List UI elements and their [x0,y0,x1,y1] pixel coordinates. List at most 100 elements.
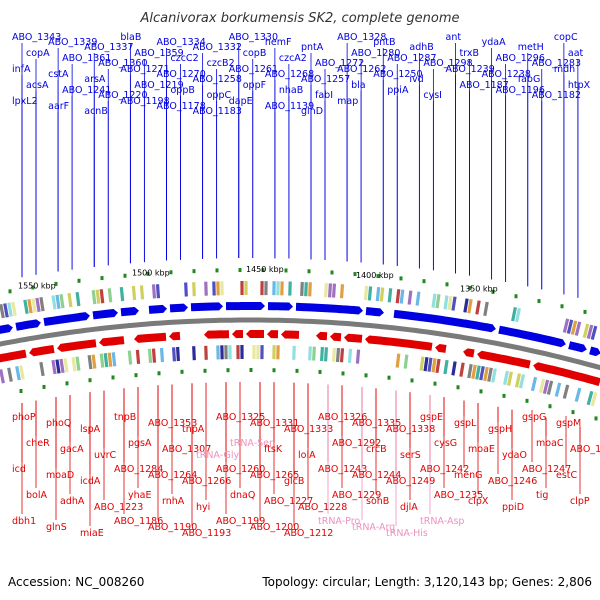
position-tick [445,282,449,287]
reverse-gene-mark [99,337,111,347]
gene-label: czcA2 [279,53,307,64]
position-tick [307,269,311,274]
forward-gene-mark [575,342,587,353]
gene-label: ABO_1258 [193,74,242,85]
cog-block-reverse [451,361,457,376]
cog-block-reverse [59,358,65,374]
gene-label: ydaA [482,37,506,48]
position-tick [77,278,81,283]
position-tick [54,281,58,286]
cog-block-reverse [443,359,449,375]
gene-label: ABO_1200 [250,522,299,533]
forward-gene-mark [155,304,167,314]
position-tick [100,276,104,281]
cog-block-forward [395,289,401,304]
reverse-gene-mark [400,339,412,348]
gene-label: ABO_1220 [98,90,147,101]
gene-label: czcB2 [207,58,235,69]
cog-block-forward [99,289,105,304]
gene-label: ABO_1283 [532,58,581,69]
cog-block-reverse [538,378,546,393]
gene-label: copB [243,48,267,59]
kbp-marker: 1350 kbp [460,285,498,294]
gene-label: gspG [522,412,546,423]
gene-label: estC [556,470,578,481]
cog-block-reverse [171,347,177,362]
position-tick [548,404,552,409]
position-tick [318,369,322,374]
cog-block-forward [443,295,449,310]
cog-block-reverse [236,345,240,360]
gene-label: ABO_1262 [337,64,386,75]
position-tick [364,373,368,378]
gene-label: ABO_1330 [229,32,278,43]
forward-gene-mark [127,307,139,316]
gene-label: ABO_1249 [386,476,435,487]
gene-label: clpX [468,496,489,507]
cog-block-reverse [260,345,264,360]
gene-label: lolA [298,450,316,461]
gene-label: adhB [409,42,433,53]
cog-block-reverse [339,348,345,363]
gene-label: aat [568,48,584,59]
cog-block-reverse [427,357,433,372]
cog-block-forward [59,294,65,309]
cog-block-reverse [590,392,598,407]
position-tick [249,368,253,373]
cog-block-reverse [323,347,329,362]
cog-block-forward [151,284,157,299]
forward-gene-mark [1,324,13,334]
reverse-gene-mark [113,336,125,345]
position-tick [594,416,598,421]
cog-block-forward [288,281,292,296]
gene-label: dbh1 [12,516,36,527]
gene-label: ABO_1247 [522,464,571,475]
position-tick [583,309,587,314]
cog-block-forward [339,284,345,299]
gene-label: gspM [556,418,581,429]
reverse-gene-mark [351,334,363,343]
cog-block-forward [240,280,244,296]
gene-label: ABO_1280 [351,48,400,59]
cog-block-reverse [419,356,425,371]
gene-label: ABO_1338 [386,424,435,435]
cog-block-reverse [471,364,477,379]
gene-label: ABO_1334 [157,37,206,48]
gene-label: menG [454,470,482,481]
position-tick [387,375,391,380]
cog-block-forward [367,286,373,301]
cog-block-forward [515,307,521,323]
gene-label: tRNA-His [386,528,428,539]
gene-label: tnpB [114,412,136,423]
genome-backbone [0,317,600,371]
gene-label: ABO_1326 [318,412,367,423]
gene-label: tnpA [182,424,205,435]
gene-label: lspA [80,424,101,435]
position-tick [571,410,575,415]
cog-block-forward [511,307,517,322]
gene-label: ABO_1244 [352,470,401,481]
reverse-gene-mark [463,348,475,358]
forward-gene-mark [351,305,363,315]
position-tick [433,381,437,386]
cog-block-reverse [475,365,481,380]
cog-block-reverse [542,379,550,394]
cog-block-reverse [256,344,260,360]
gene-label: gspL [454,418,477,429]
reverse-gene-mark [36,346,48,356]
forward-gene-mark [372,307,384,317]
gene-label: czcC2 [171,53,199,64]
cog-block-reverse [103,352,109,368]
gene-label: uvrC [94,450,117,461]
gene-label: ABO_1186 [114,516,163,527]
cog-block-forward [590,325,598,340]
cog-block-reverse [491,368,497,383]
cog-block-reverse [15,366,21,381]
cog-block-reverse [574,387,582,402]
gene-label: ABO_1223 [94,502,143,513]
cog-block-forward [272,281,276,296]
gene-label: ABO_1298 [423,58,472,69]
gene-label: ABO_1272 [315,58,364,69]
cog-block-reverse [514,373,522,388]
position-tick [65,381,69,386]
